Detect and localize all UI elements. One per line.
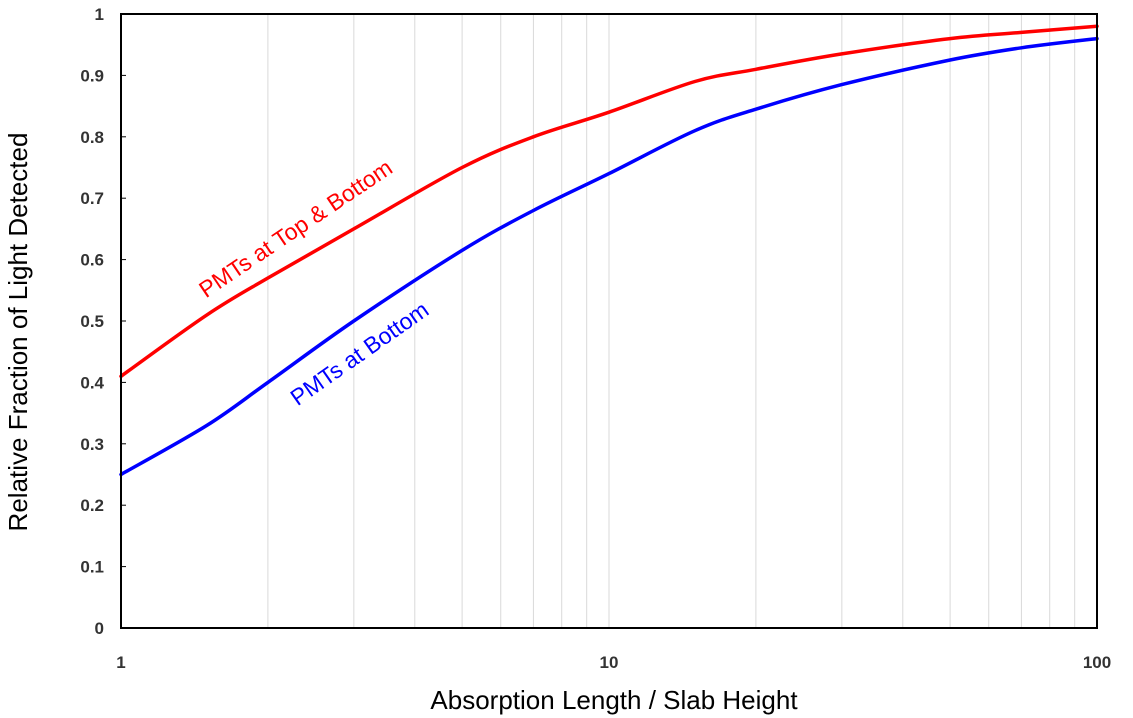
y-tick-label: 0 [95,619,104,638]
series-lines [119,24,1099,477]
y-tick-label: 0.5 [80,312,104,331]
series-line-0 [119,24,1099,379]
y-tick-label: 0.2 [80,496,104,515]
x-tick-label: 100 [1083,653,1111,672]
y-tick-label: 0.3 [80,435,104,454]
x-axis-title: Absorption Length / Slab Height [430,685,798,715]
x-axis-ticks: 1 10 100 [116,653,1111,672]
x-tick-label: 10 [600,653,619,672]
series-label-top-bottom: PMTs at Top & Bottom [194,154,397,303]
y-tick-label: 0.4 [80,373,104,392]
y-tick-label: 0.6 [80,251,104,270]
y-axis-ticks: 0 0.1 0.2 0.3 0.4 0.5 0.6 0.7 0.8 0.9 1 [80,5,126,638]
gridlines [267,14,1076,628]
series-line-1 [119,36,1099,477]
y-tick-label: 0.9 [80,66,104,85]
y-axis-title: Relative Fraction of Light Detected [3,133,33,532]
y-tick-label: 0.7 [80,189,104,208]
y-tick-label: 1 [95,5,104,24]
x-tick-label: 1 [116,653,125,672]
y-tick-label: 0.1 [80,558,104,577]
y-tick-label: 0.8 [80,128,104,147]
